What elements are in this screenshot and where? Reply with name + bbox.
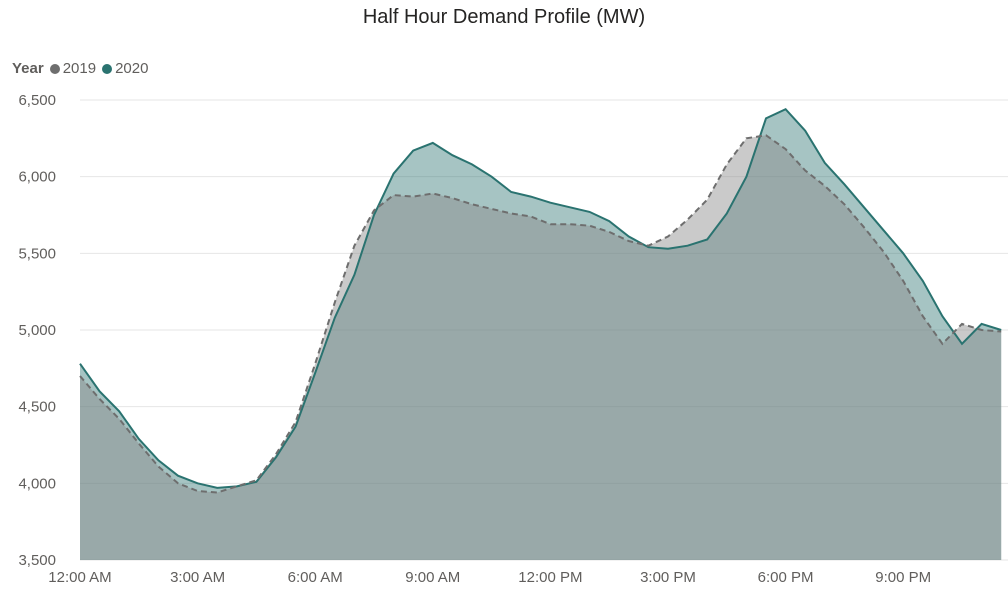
legend-item-2019[interactable]: 2019	[49, 60, 97, 77]
y-tick-label: 3,500	[18, 552, 56, 569]
y-tick-label: 4,000	[18, 475, 56, 492]
y-tick-label: 5,500	[18, 245, 56, 262]
series-line-2019	[79, 134, 1002, 494]
area-2020	[80, 109, 1002, 560]
y-tick-label: 4,500	[18, 399, 56, 416]
legend-dot-2020	[102, 63, 113, 74]
y-tick-label: 5,000	[18, 322, 56, 339]
grid-layer	[80, 99, 1008, 561]
area-2019	[80, 135, 1002, 561]
legend-title: Year	[12, 60, 44, 77]
y-tick-label: 6,500	[18, 92, 56, 109]
legend-item-2020[interactable]: 2020	[102, 60, 148, 77]
legend-dot-2019	[49, 63, 60, 74]
area-layer	[80, 109, 1002, 561]
legend-label-2020: 2020	[115, 60, 149, 77]
line-layer	[79, 107, 1002, 494]
x-tick-label: 3:00 PM	[640, 569, 696, 586]
x-tick-label: 3:00 AM	[170, 569, 225, 586]
y-axis: 3,500 4,000 4,500 5,000 5,500 6,000 6,500	[18, 92, 56, 569]
legend: Year 2019 2020	[12, 60, 154, 77]
x-tick-label: 9:00 PM	[875, 569, 931, 586]
x-tick-label: 9:00 AM	[405, 569, 460, 586]
x-tick-label: 12:00 PM	[518, 569, 582, 586]
legend-label-2019: 2019	[62, 60, 97, 77]
x-tick-label: 6:00 AM	[288, 569, 343, 586]
y-tick-label: 6,000	[18, 169, 56, 186]
x-tick-label: 6:00 PM	[758, 569, 814, 586]
x-tick-label: 12:00 AM	[48, 569, 111, 586]
x-axis: 12:00 AM 3:00 AM 6:00 AM 9:00 AM 12:00 PM 3:0…	[48, 569, 931, 586]
chart-title: Half Hour Demand Profile (MW)	[362, 6, 646, 28]
